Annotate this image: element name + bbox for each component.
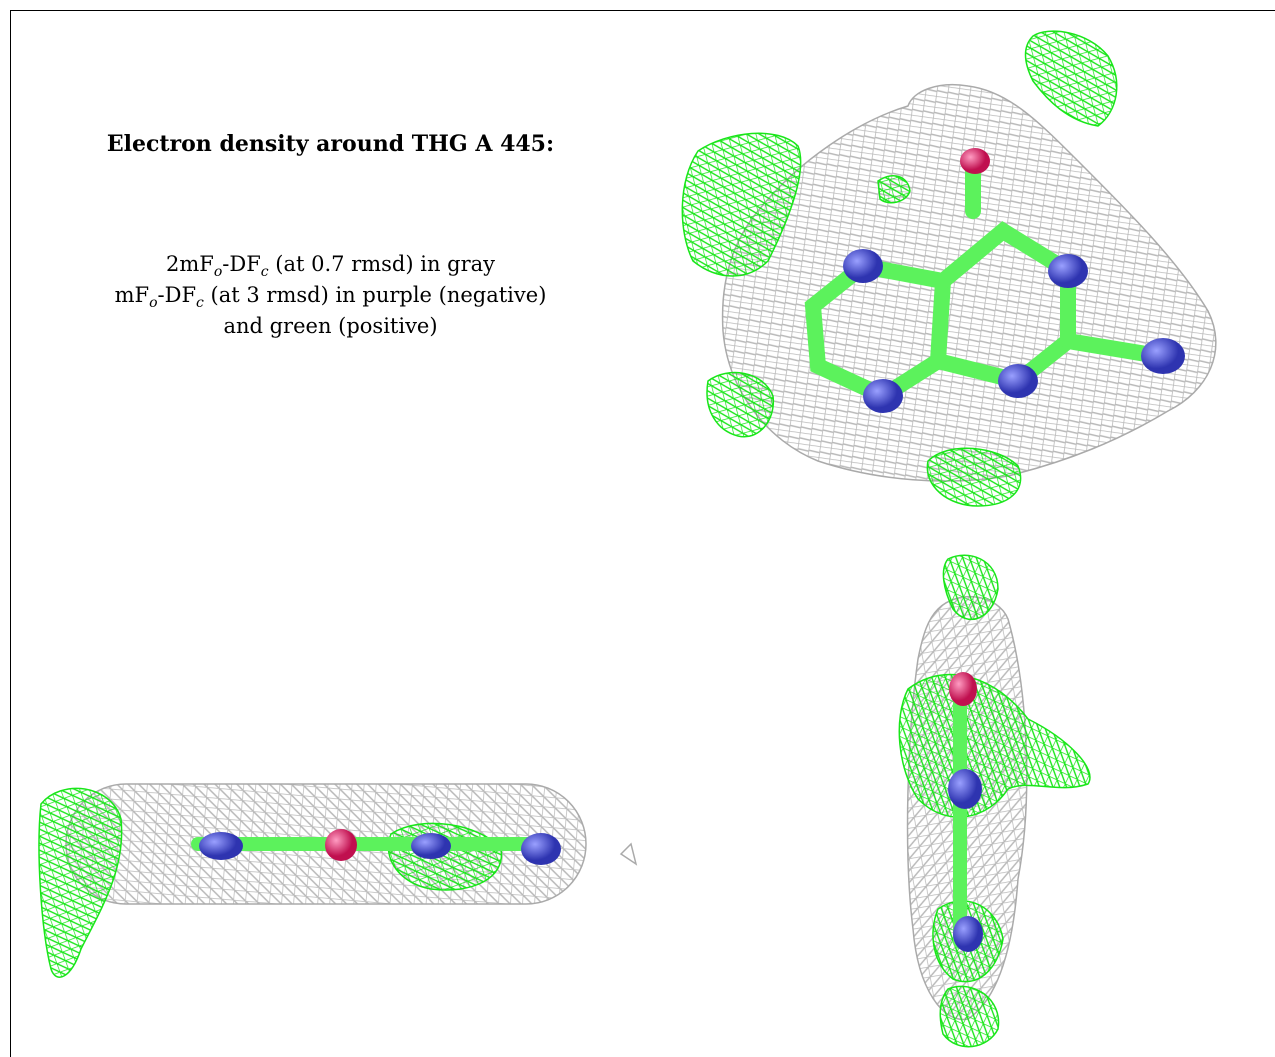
figure-grid: Electron density around THG A 445: 2mFo-… [10,10,1275,1057]
top-view [648,10,1275,550]
legend-line-gray: 2mFo-DFc (at 0.7 rmsd) in gray [165,252,496,281]
legend-line-positive: and green (positive) [223,314,438,338]
legend-line-difference: mFo-DFc (at 3 rmsd) in purple (negative) [114,283,547,312]
figure-legend: 2mFo-DFc (at 0.7 rmsd) in gray mFo-DFc (… [11,249,648,342]
figure-title: Electron density around THG A 445: [106,131,555,157]
caption-cell: Electron density around THG A 445: 2mFo-… [10,10,649,550]
thg-ligand-sticks [191,829,561,865]
edge-view-vertical [648,549,1275,1057]
density-render-edge-v [898,554,1091,1048]
density-render-edge-h [38,783,638,978]
atom-spheres [843,148,1185,413]
positive-density-blobs [681,30,1118,507]
thg-ligand-sticks [948,672,983,952]
edge-view-horizontal [10,549,649,1057]
density-render-top [681,30,1217,507]
